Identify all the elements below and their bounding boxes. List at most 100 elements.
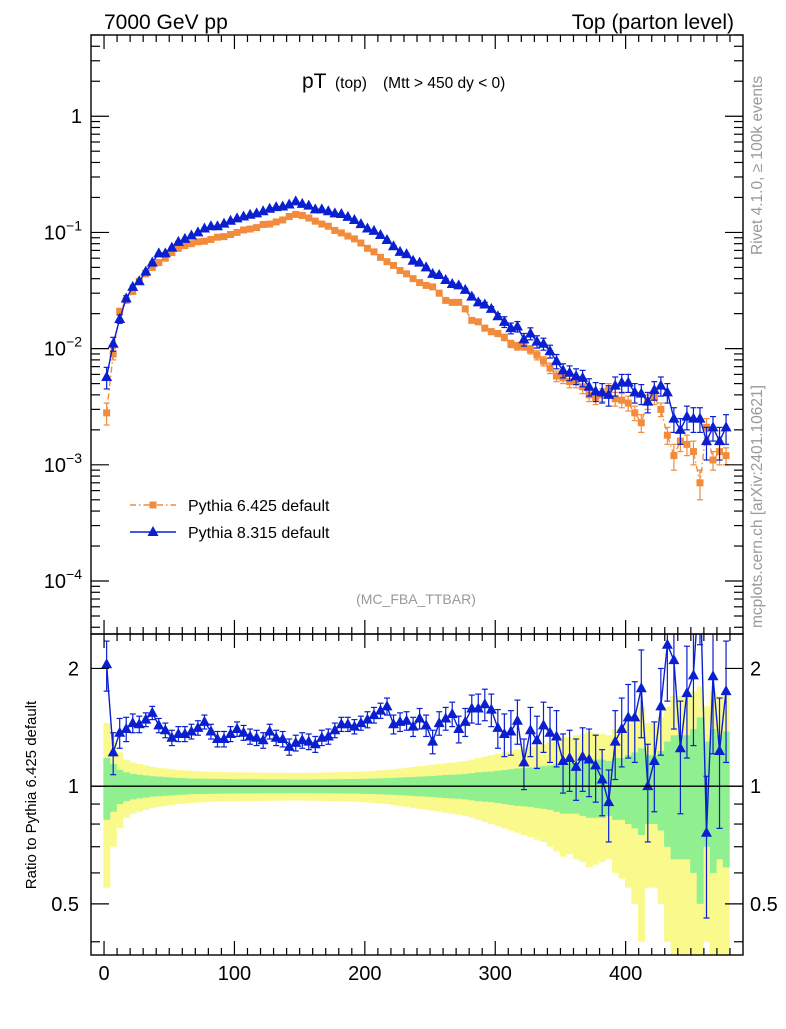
data-point [409,275,417,283]
data-point [172,235,184,246]
data-point [655,700,667,711]
mcplots-label: mcplots.cern.ch [arXiv:2401.10621] [749,385,766,628]
band-bin [501,769,509,805]
band-bin [116,769,124,805]
data-point [537,719,549,730]
data-point [161,254,169,262]
data-point [227,230,235,238]
data-point [448,298,456,306]
data-point [279,216,287,224]
data-point [603,796,615,807]
data-point [101,370,113,381]
data-point [103,409,111,417]
data-point [357,239,365,247]
data-point [590,385,602,396]
data-point [355,717,367,728]
band-bin [109,763,117,812]
data-point [670,452,678,460]
band-bin [664,741,672,847]
data-point [192,226,204,237]
y-tick-label: 10−2 [44,334,82,361]
data-point [283,198,295,209]
data-point [440,712,452,723]
ratio-series-pythia8 [101,634,732,919]
data-point [187,240,195,248]
data-point [305,214,313,222]
data-point [631,409,639,417]
data-point [218,733,230,744]
title-sub-cut: (Mtt > 450 dy < 0) [383,75,505,92]
data-point [533,351,541,359]
data-point [468,316,476,324]
band-bin [683,735,691,860]
data-point [505,725,517,736]
data-point [681,410,693,421]
data-point [429,283,437,291]
data-point [629,386,641,397]
data-point [714,745,726,756]
data-point [198,715,210,726]
data-point [120,292,132,303]
legend-item: Pythia 6.425 default [130,498,330,515]
data-point [635,682,647,693]
data-point [624,399,632,407]
data-point [166,241,178,252]
data-point [194,238,202,246]
data-point [363,244,371,252]
legend-marker [147,526,159,536]
data-point [696,479,704,487]
band-bin [514,768,522,806]
data-point [253,224,261,232]
data-point [174,244,182,252]
data-point [524,724,536,735]
data-point [570,760,582,771]
data-point [616,723,628,734]
data-point [570,370,582,381]
data-point [518,756,530,767]
data-point [244,730,256,741]
data-point [348,720,360,731]
data-point [383,258,391,266]
data-point [642,395,654,406]
data-point [674,423,686,434]
data-point [318,220,326,228]
y-tick-label: 1 [71,106,82,128]
data-point [309,738,321,749]
data-point [277,733,289,744]
data-point [681,687,693,698]
band-bin [103,758,111,820]
data-point [537,337,549,348]
band-bin [546,765,554,810]
data-point [566,378,574,386]
data-point [381,700,393,711]
data-point [407,254,419,265]
data-point [668,412,680,423]
ratio-axes-layer: 2 2 1 1 0.5 0.5 0 100 200 300 400 [51,633,778,985]
data-point [211,220,223,231]
data-point [213,233,221,241]
data-point [453,723,465,734]
data-point [407,720,419,731]
header-left: 7000 GeV pp [104,11,228,34]
data-point [622,376,634,387]
data-point [296,197,308,208]
data-point [420,719,432,730]
x-tick-label: 0 [98,963,109,985]
data-point [498,315,510,326]
data-point [185,725,197,736]
y-tick-label-right: 0.5 [750,894,778,916]
data-point [414,712,426,723]
legend-label: Pythia 6.425 default [188,498,330,515]
data-point [225,727,237,738]
data-point [422,281,430,289]
data-point [218,217,230,228]
data-point [596,386,608,397]
data-point [700,435,712,446]
data-point [648,754,660,765]
data-point [487,328,495,336]
data-point [374,229,386,240]
data-point [329,724,341,735]
ratio-series-layer [101,634,732,919]
data-point [459,283,471,294]
